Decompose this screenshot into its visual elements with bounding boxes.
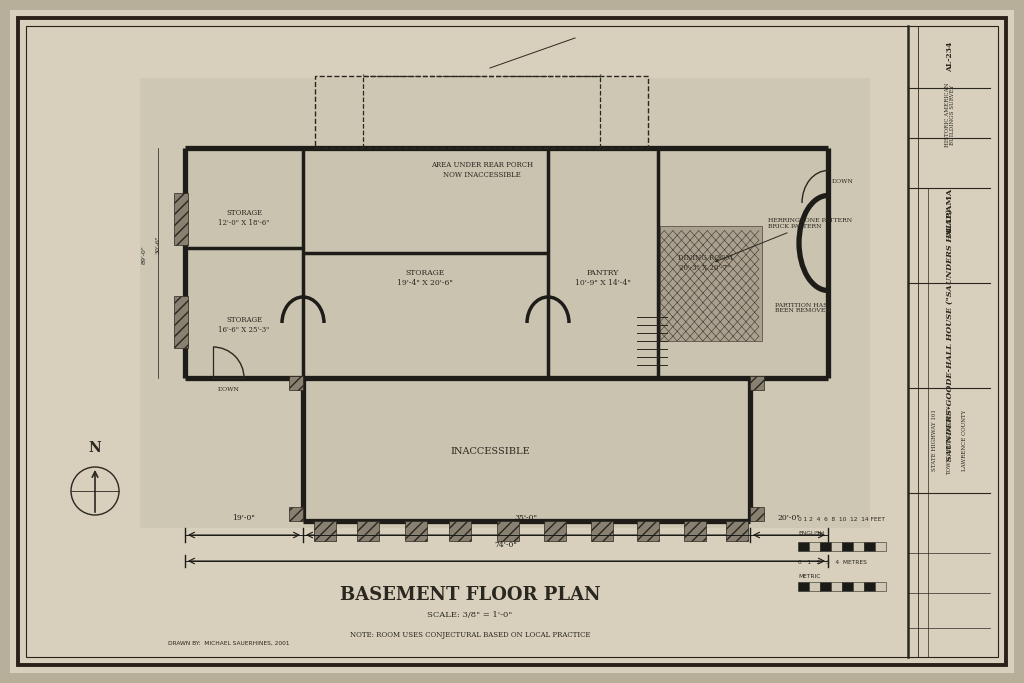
Text: PARTITION HAS
BEEN REMOVED: PARTITION HAS BEEN REMOVED <box>775 303 830 313</box>
Text: STORAGE
12'-0" X 18'-6": STORAGE 12'-0" X 18'-6" <box>218 210 269 227</box>
Bar <box>174 296 188 348</box>
Bar <box>185 148 828 378</box>
Bar <box>497 521 519 541</box>
Text: HERRINGBONE PATTERN
BRICK PATTERN: HERRINGBONE PATTERN BRICK PATTERN <box>716 218 852 262</box>
Text: METRIC: METRIC <box>798 574 820 579</box>
Bar <box>726 521 748 541</box>
Text: LAWRENCE COUNTY: LAWRENCE COUNTY <box>963 409 968 471</box>
Text: STORAGE
16'-6" X 25'-3": STORAGE 16'-6" X 25'-3" <box>218 316 269 333</box>
Bar <box>798 542 809 551</box>
Text: DOWN: DOWN <box>831 179 854 184</box>
Bar <box>798 582 809 591</box>
Text: 20'-0": 20'-0" <box>777 514 801 522</box>
Bar <box>820 542 831 551</box>
Bar <box>853 582 864 591</box>
Text: PANTRY
10'-9" X 14'-4": PANTRY 10'-9" X 14'-4" <box>575 269 631 287</box>
Bar <box>637 521 659 541</box>
Bar <box>303 378 750 521</box>
Bar <box>684 521 706 541</box>
Text: SCALE: 3/8" = 1'-0": SCALE: 3/8" = 1'-0" <box>427 611 513 619</box>
Bar <box>831 542 842 551</box>
Text: DINING ROOM
20'-3" X 20'-7": DINING ROOM 20'-3" X 20'-7" <box>678 254 732 272</box>
Text: HISTORIC AMERICAN
BUILDINGS SURVEY: HISTORIC AMERICAN BUILDINGS SURVEY <box>944 83 955 148</box>
Text: AL-234: AL-234 <box>946 42 954 72</box>
Text: 0 1 2  4  6  8  10  12  14 FEET: 0 1 2 4 6 8 10 12 14 FEET <box>798 517 885 522</box>
Bar <box>874 542 886 551</box>
Bar <box>544 521 566 541</box>
Text: DRAWN BY:  MICHAEL SAUERHINES, 2001: DRAWN BY: MICHAEL SAUERHINES, 2001 <box>168 641 290 645</box>
Bar <box>357 521 379 541</box>
Text: STATE HIGHWAY 101: STATE HIGHWAY 101 <box>933 409 938 471</box>
Text: NOTE: ROOM USES CONJECTURAL BASED ON LOCAL PRACTICE: NOTE: ROOM USES CONJECTURAL BASED ON LOC… <box>350 631 590 639</box>
Text: INACCESSIBLE: INACCESSIBLE <box>451 447 529 456</box>
Bar <box>406 521 427 541</box>
Text: 35'-0": 35'-0" <box>514 514 538 522</box>
Bar <box>874 582 886 591</box>
Bar <box>820 582 831 591</box>
Bar <box>809 582 820 591</box>
Text: 30'-6": 30'-6" <box>156 236 161 254</box>
Bar <box>864 542 874 551</box>
Text: SAUNDERS-GOODE-HALL HOUSE ("SAUNDERS HALL"): SAUNDERS-GOODE-HALL HOUSE ("SAUNDERS HAL… <box>946 209 954 461</box>
Bar <box>660 226 762 341</box>
Bar <box>449 521 471 541</box>
Text: STORAGE
19'-4" X 20'-6": STORAGE 19'-4" X 20'-6" <box>397 269 453 287</box>
Bar <box>864 582 874 591</box>
Bar <box>842 582 853 591</box>
Text: 89'-0": 89'-0" <box>141 245 146 264</box>
Bar <box>289 507 303 521</box>
Bar <box>289 376 303 390</box>
Text: AREA UNDER REAR PORCH
NOW INACCESSIBLE: AREA UNDER REAR PORCH NOW INACCESSIBLE <box>431 161 534 178</box>
Text: 74'-0": 74'-0" <box>495 541 517 549</box>
Text: TOWN CREEK VICINITY: TOWN CREEK VICINITY <box>947 405 952 475</box>
Bar <box>809 542 820 551</box>
Bar <box>750 507 764 521</box>
Text: ENGLISH: ENGLISH <box>798 531 824 536</box>
Bar <box>750 376 764 390</box>
Bar <box>174 193 188 245</box>
Bar <box>853 542 864 551</box>
Bar <box>591 521 613 541</box>
Bar <box>315 76 648 148</box>
Bar <box>314 521 336 541</box>
Bar <box>842 542 853 551</box>
Bar <box>831 582 842 591</box>
Text: 0   1   2   3   4  METRES: 0 1 2 3 4 METRES <box>798 560 867 565</box>
Text: N: N <box>89 441 101 455</box>
Text: BASEMENT FLOOR PLAN: BASEMENT FLOOR PLAN <box>340 586 600 604</box>
Text: DOWN: DOWN <box>218 387 240 392</box>
Text: 19'-0": 19'-0" <box>232 514 255 522</box>
Bar <box>140 78 870 528</box>
Text: ALABAMA: ALABAMA <box>946 189 954 237</box>
